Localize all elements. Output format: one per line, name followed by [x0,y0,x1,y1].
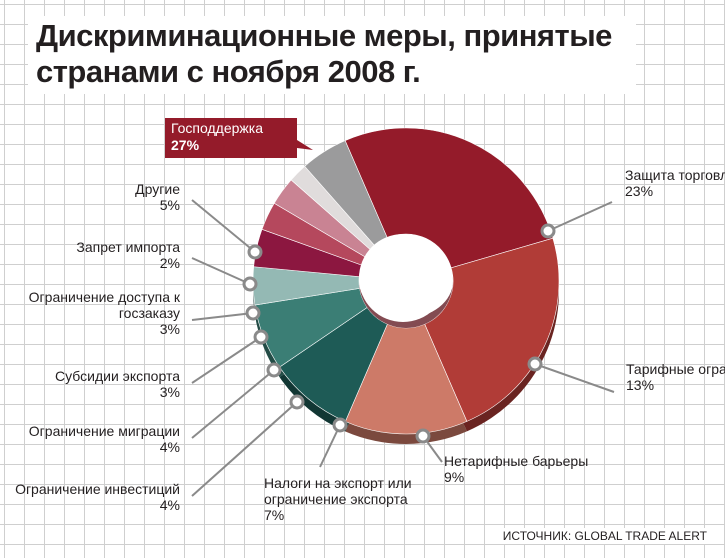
slice-label: Защита торговли [625,167,725,183]
leader-line [534,363,615,393]
title-box: Дискриминационные меры, принятые странам… [28,16,636,94]
slice-value-label: 13% [626,377,654,393]
slice-label: Ограничение инвестиций [15,481,180,497]
slice-label: Нетарифные барьеры [444,453,588,469]
leader-marker [253,329,269,345]
slice-label: Тарифные ограничения [626,361,725,377]
slice-label: ограничение экспорта [264,491,408,507]
leader-marker [245,305,261,321]
leader-line [191,199,256,253]
slice-value-label: 3% [160,321,180,337]
leader-line [191,369,275,439]
leader-line [191,257,251,285]
slice-value-label: 7% [264,507,284,523]
slice-label: Ограничение доступа к [29,289,181,305]
source-note: ИСТОЧНИК: GLOBAL TRADE ALERT [498,528,711,544]
leader-line [191,336,262,384]
leader-line [319,424,341,468]
leader-line [547,201,613,232]
leader-marker [527,356,543,372]
slice-value-label: 4% [160,439,180,455]
leader-marker [289,394,305,410]
leader-marker [247,244,263,260]
slice-value-label: 5% [160,197,180,213]
leader-marker [242,276,258,292]
slice-label: Ограничение миграции [29,423,180,439]
leader-marker [332,417,348,433]
leader-marker [266,362,282,378]
slice-label: Налоги на экспорт или [264,475,412,491]
slice-value-label: 9% [444,469,464,485]
slice-label: Запрет импорта [76,239,180,255]
slice-value-label: 27% [171,137,200,153]
slice-value-label: 23% [625,183,653,199]
callout-box [165,118,313,158]
leader-marker [540,223,556,239]
slice-value-label: 3% [160,384,180,400]
leader-line [191,401,298,497]
slice-value-label: 4% [160,497,180,513]
slice-label: Субсидии экспорта [55,368,180,384]
donut-hole-top [359,234,447,322]
slice-label: Господдержка [171,120,263,136]
leader-marker [415,428,431,444]
slice-label: госзаказу [119,305,180,321]
leader-line [191,312,254,321]
chart-title: Дискриминационные меры, принятые странам… [36,18,612,89]
slice-value-label: 2% [160,255,180,271]
slice-label: Другие [135,181,180,197]
